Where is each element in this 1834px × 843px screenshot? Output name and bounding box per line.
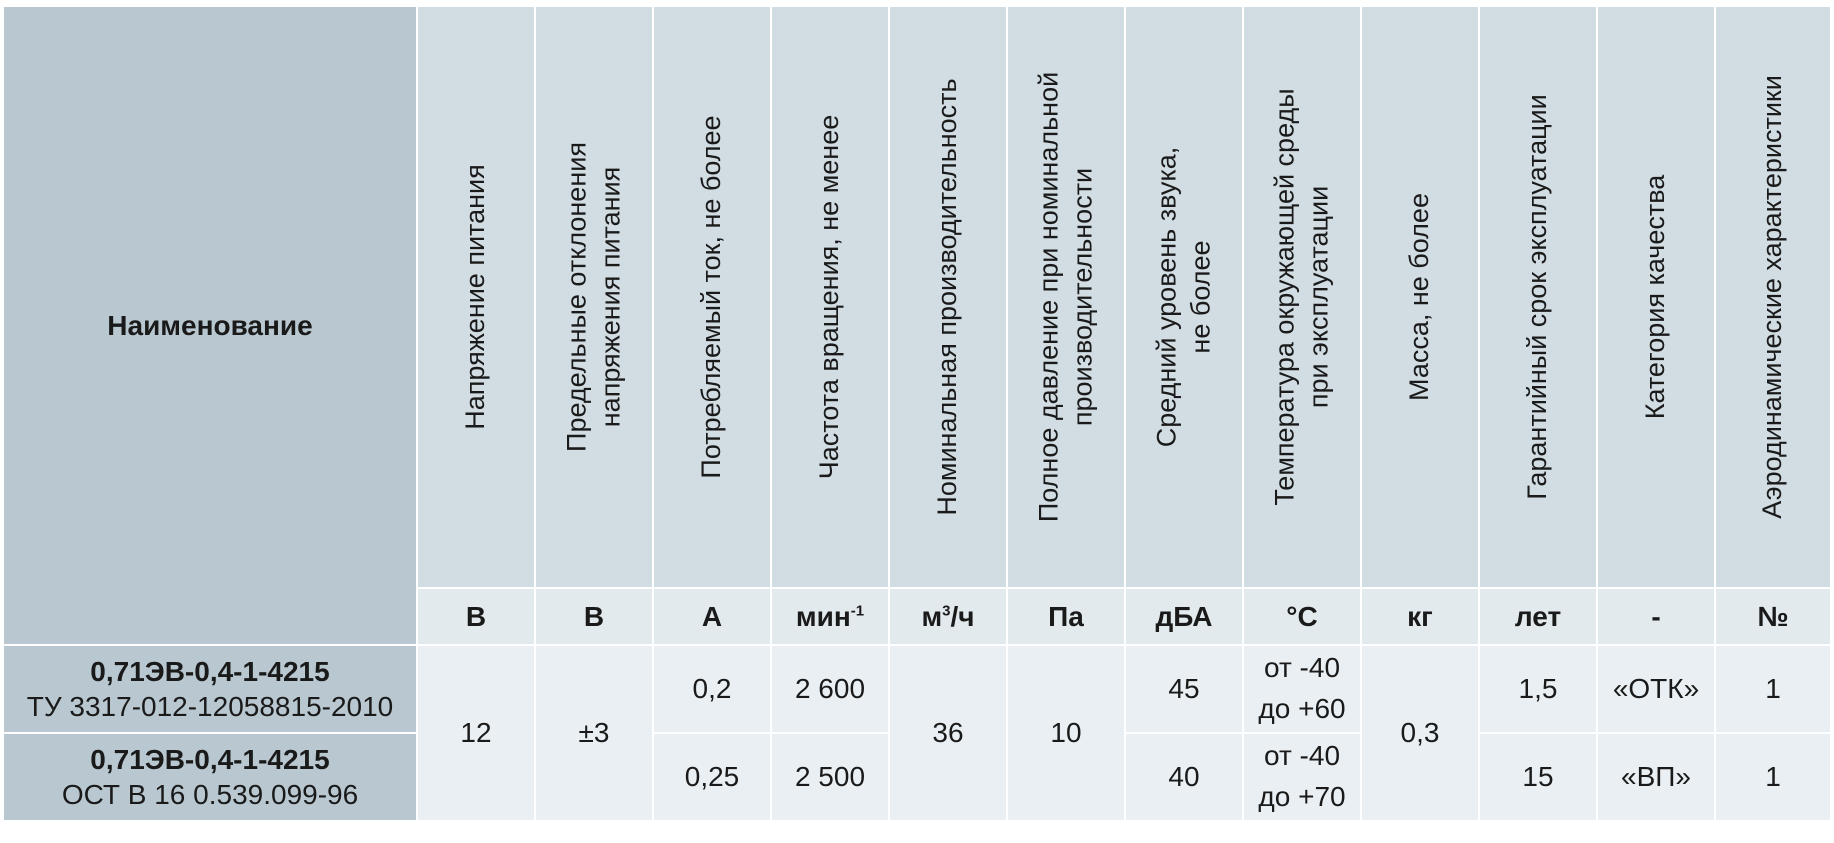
- flow-value: 36: [890, 646, 1006, 820]
- col-header-mass: Масса, не более: [1362, 7, 1478, 587]
- unit-rpm: мин-1: [772, 589, 888, 644]
- col-header-temperature: Температура окружающей среды при эксплуат…: [1244, 7, 1360, 587]
- col-header-current: Потребляемый ток, не более: [654, 7, 770, 587]
- unit-deviation: В: [536, 589, 652, 644]
- col-header-quality: Категория качества: [1598, 7, 1714, 587]
- col-header-deviation: Предельные отклонения напряжения питания: [536, 7, 652, 587]
- product-spec: ТУ 3317-012-12058815-2010: [26, 691, 394, 722]
- unit-mass: кг: [1362, 589, 1478, 644]
- unit-flow: м3/ч: [890, 589, 1006, 644]
- temperature-value-row2: от -40 до +70: [1244, 734, 1360, 820]
- mass-value: 0,3: [1362, 646, 1478, 820]
- temperature-value-row1: от -40 до +60: [1244, 646, 1360, 732]
- name-header: Наименование: [4, 7, 416, 644]
- unit-temperature: °С: [1244, 589, 1360, 644]
- product-name-row2: 0,71ЭВ-0,4-1-4215 ОСТ В 16 0.539.099-96: [4, 734, 416, 820]
- product-model: 0,71ЭВ-0,4-1-4215: [90, 656, 330, 687]
- col-header-voltage: Напряжение питания: [418, 7, 534, 587]
- quality-value-row2: «ВП»: [1598, 734, 1714, 820]
- col-header-aero: Аэродинамические характеристики: [1716, 7, 1830, 587]
- product-spec: ОСТ В 16 0.539.099-96: [61, 779, 359, 810]
- aero-value-row2: 1: [1716, 734, 1830, 820]
- sound-value-row1: 45: [1126, 646, 1242, 732]
- name-header-label: Наименование: [107, 309, 313, 341]
- unit-sound: дБА: [1126, 589, 1242, 644]
- col-header-pressure: Полное давление при номинальной производи…: [1008, 7, 1124, 587]
- rpm-value-row1: 2 600: [772, 646, 888, 732]
- col-header-warranty: Гарантийный срок эксплуатации: [1480, 7, 1596, 587]
- unit-aero: №: [1716, 589, 1830, 644]
- sound-value-row2: 40: [1126, 734, 1242, 820]
- voltage-value: 12: [418, 646, 534, 820]
- rpm-value-row2: 2 500: [772, 734, 888, 820]
- col-header-flow: Номинальная производительность: [890, 7, 1006, 587]
- pressure-value: 10: [1008, 646, 1124, 820]
- col-header-rpm: Частота вращения, не менее: [772, 7, 888, 587]
- unit-voltage: В: [418, 589, 534, 644]
- aero-value-row1: 1: [1716, 646, 1830, 732]
- current-value-row1: 0,2: [654, 646, 770, 732]
- warranty-value-row1: 1,5: [1480, 646, 1596, 732]
- unit-quality: -: [1598, 589, 1714, 644]
- product-name-row1: 0,71ЭВ-0,4-1-4215 ТУ 3317-012-12058815-2…: [4, 646, 416, 732]
- quality-value-row1: «ОТК»: [1598, 646, 1714, 732]
- product-model: 0,71ЭВ-0,4-1-4215: [90, 744, 330, 775]
- warranty-value-row2: 15: [1480, 734, 1596, 820]
- col-header-sound: Средний уровень звука, не более: [1126, 7, 1242, 587]
- unit-pressure: Па: [1008, 589, 1124, 644]
- deviation-value: ±3: [536, 646, 652, 820]
- current-value-row2: 0,25: [654, 734, 770, 820]
- unit-warranty: лет: [1480, 589, 1596, 644]
- unit-current: А: [654, 589, 770, 644]
